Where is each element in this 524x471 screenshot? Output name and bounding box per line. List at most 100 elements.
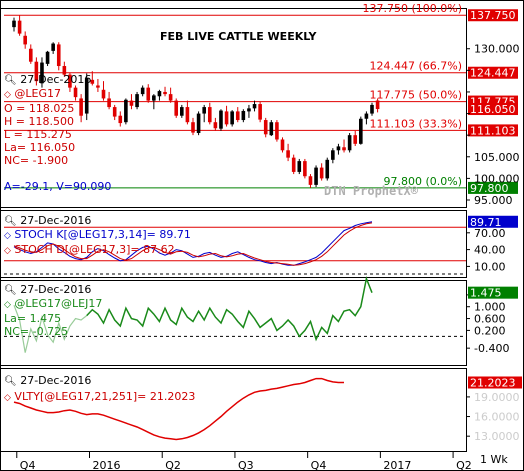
candle-body-42 bbox=[247, 108, 251, 112]
vol-info-block: 🔍︎ 27-Dec-2016 ◇ VLTY[@LEG17,21,251]= 21… bbox=[4, 373, 195, 406]
candle-body-22 bbox=[135, 94, 139, 108]
candle-body-8 bbox=[56, 44, 61, 67]
candle-body-1 bbox=[17, 20, 22, 34]
candle-body-33 bbox=[196, 113, 201, 134]
zoom-icon[interactable]: 🔍︎ bbox=[4, 75, 17, 86]
stoch-k-label: STOCH K[@LEG17,3,14]= 89.71 bbox=[14, 228, 191, 241]
interval-label[interactable]: 1 Wk bbox=[480, 453, 508, 466]
candle-body-58 bbox=[336, 146, 341, 151]
x-label-6: Q2 bbox=[456, 459, 472, 471]
vol-tag bbox=[468, 376, 522, 389]
spread-tag bbox=[468, 286, 518, 299]
candle-body-10 bbox=[68, 74, 72, 88]
x-label-5: 2017 bbox=[383, 459, 411, 471]
candle-body-62 bbox=[359, 118, 363, 144]
candle-body-25 bbox=[152, 95, 156, 101]
price-info-block: 🔍︎ 27-Dec-2016 ◇ @LEG17 O = 118.025 H = … bbox=[4, 73, 91, 167]
candle-body-30 bbox=[180, 107, 184, 116]
candle-body-45 bbox=[263, 120, 268, 135]
last-price-tag-text: 116.050 bbox=[470, 103, 516, 116]
fib-tag-text-0: 137.750 bbox=[470, 9, 516, 22]
candle-body-29 bbox=[174, 100, 179, 116]
candle-body-17 bbox=[107, 98, 111, 108]
vol-tick-label-0: 19.0000 bbox=[474, 391, 520, 404]
candle-body-18 bbox=[112, 107, 117, 117]
candle-body-28 bbox=[168, 94, 173, 101]
candle-body-24 bbox=[146, 87, 151, 101]
fib-tag-text-3: 111.103 bbox=[470, 124, 516, 137]
candle-body-14 bbox=[90, 79, 95, 84]
price-tick-label-6: 100.000 bbox=[474, 172, 520, 185]
price-tick-label-5: 105.000 bbox=[474, 151, 520, 164]
candle-body-4 bbox=[34, 61, 39, 82]
price-tick-label-0: 130.000 bbox=[474, 43, 520, 56]
candle-body-39 bbox=[230, 111, 234, 125]
candle-body-7 bbox=[51, 43, 55, 51]
zoom-icon[interactable]: 🔍︎ bbox=[4, 285, 17, 296]
price-date: 27-Dec-2016 bbox=[20, 73, 92, 86]
stoch-tick-label-1: 40.00 bbox=[474, 244, 506, 257]
candle-body-26 bbox=[157, 91, 162, 97]
candle-body-63 bbox=[364, 113, 369, 119]
fib-label-1: 124.447 (66.7%) bbox=[369, 60, 462, 73]
candle-body-35 bbox=[207, 107, 212, 123]
candle-body-27 bbox=[163, 91, 167, 95]
stoch-d-label: STOCH D[@LEG17,3]= 87.62 bbox=[14, 243, 175, 256]
fib-tag-3 bbox=[468, 124, 518, 137]
fib-tag-0 bbox=[468, 9, 518, 22]
candle-body-56 bbox=[325, 159, 330, 179]
candle-body-3 bbox=[28, 48, 33, 62]
candle-body-34 bbox=[202, 107, 206, 114]
candle-body-41 bbox=[241, 110, 246, 121]
candle-body-51 bbox=[297, 161, 302, 172]
watermark: DTN ProphetX® bbox=[324, 184, 418, 198]
zoom-icon[interactable]: 🔍︎ bbox=[4, 216, 17, 227]
fib-tag-text-4: 97.800 bbox=[470, 182, 509, 195]
spread-series bbox=[86, 275, 373, 342]
candle-body-37 bbox=[219, 110, 223, 129]
stoch-tick-label-2: 10.00 bbox=[474, 260, 506, 273]
stoch-series-0 bbox=[13, 221, 373, 266]
candle-body-15 bbox=[96, 85, 100, 88]
price-low: L = 115.275 bbox=[4, 128, 72, 141]
diamond-icon: ◇ bbox=[4, 90, 11, 100]
price-symbol: @LEG17 bbox=[14, 87, 62, 100]
candle-body-38 bbox=[224, 111, 229, 125]
stoch-tag-text: 89.71 bbox=[470, 216, 502, 229]
candle-body-57 bbox=[331, 150, 335, 160]
stoch-tick-label-0: 70.00 bbox=[474, 227, 506, 240]
candle-body-43 bbox=[252, 104, 257, 109]
candle-body-32 bbox=[191, 122, 195, 133]
vol-date: 27-Dec-2016 bbox=[20, 374, 92, 387]
candle-body-36 bbox=[213, 122, 218, 129]
fib-label-3: 111.103 (33.3%) bbox=[369, 117, 462, 130]
candle-body-12 bbox=[79, 98, 83, 116]
candle-body-11 bbox=[73, 87, 78, 98]
candle-body-2 bbox=[23, 35, 27, 45]
candle-body-40 bbox=[235, 111, 240, 121]
zoom-icon[interactable]: 🔍︎ bbox=[4, 376, 17, 387]
price-open: O = 118.025 bbox=[4, 102, 75, 115]
spread-series-faded bbox=[13, 304, 88, 353]
candle-body-21 bbox=[129, 100, 134, 106]
fib-label-0: 137.750 (100.0%) bbox=[362, 2, 462, 15]
spread-date: 27-Dec-2016 bbox=[20, 283, 92, 296]
last-price-tag bbox=[468, 103, 518, 116]
candle-body-53 bbox=[308, 176, 313, 185]
candle-body-6 bbox=[45, 51, 50, 64]
price-net-change: NC= -1.900 bbox=[4, 154, 69, 167]
spread-tick-label-4: -0.400 bbox=[474, 342, 509, 355]
candle-body-0 bbox=[12, 20, 16, 28]
candle-body-48 bbox=[280, 139, 285, 151]
x-label-3: Q3 bbox=[238, 459, 254, 471]
stoch-tag bbox=[468, 215, 518, 228]
diamond-icon: ◇ bbox=[4, 393, 11, 403]
candle-body-44 bbox=[258, 104, 262, 120]
candle-body-61 bbox=[353, 135, 358, 144]
fib-tag-4 bbox=[468, 181, 518, 194]
fib-label-4: 97.800 (0.0%) bbox=[383, 175, 462, 188]
candle-body-55 bbox=[319, 167, 324, 179]
vol-tick-label-2: 13.0000 bbox=[474, 430, 520, 443]
candle-body-16 bbox=[101, 89, 106, 99]
